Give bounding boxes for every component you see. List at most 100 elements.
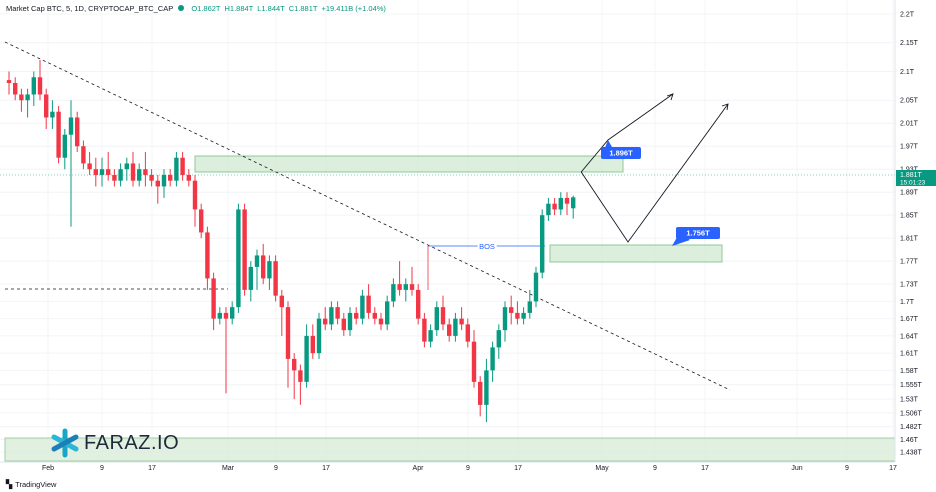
symbol-title[interactable]: Market Cap BTC, 5, 1D, CRYPTOCAP_BTC_CAP xyxy=(6,4,174,13)
watermark-logo: FARAZ.IO xyxy=(50,428,179,458)
candle-body xyxy=(533,272,539,302)
live-dot-icon xyxy=(178,5,185,11)
candle-body xyxy=(478,381,483,405)
candle-body xyxy=(149,174,154,181)
candle-body xyxy=(31,77,36,95)
annotation-labels: 1.896T 1.756T xyxy=(601,140,720,246)
candle-body xyxy=(347,312,353,331)
candle-body xyxy=(409,284,415,290)
bos-label: BOS xyxy=(479,242,495,251)
candlestick-series xyxy=(6,59,576,423)
x-tick-label: Mar xyxy=(222,465,235,472)
y-tick-label: 1.67T xyxy=(900,316,919,323)
x-tick-label: 9 xyxy=(845,465,849,472)
x-tick-label: May xyxy=(595,465,609,472)
x-tick-label: 17 xyxy=(701,465,709,472)
candle-body xyxy=(509,307,514,313)
y-tick-label: 1.53T xyxy=(900,397,919,404)
y-tick-label: 1.58T xyxy=(900,368,919,375)
candle-body xyxy=(143,169,148,175)
x-tick-label: 9 xyxy=(100,465,104,472)
candle-body xyxy=(459,318,464,325)
change-value: +19.411B (+1.04%) xyxy=(321,4,386,13)
candle-body xyxy=(112,174,117,181)
y-tick-label: 1.97T xyxy=(900,144,919,151)
watermark-text: FARAZ.IO xyxy=(84,431,180,454)
candle-body xyxy=(285,307,291,359)
candle-body xyxy=(261,255,266,279)
close-value: C1.881T xyxy=(288,4,318,13)
y-tick-label: 1.46T xyxy=(900,437,919,444)
time-axis[interactable]: Feb 9 17 Mar 9 17 Apr 9 17 May 9 17 Jun 9 17 xyxy=(0,461,897,472)
descending-trendline xyxy=(4,41,731,391)
candle-body xyxy=(155,180,160,187)
candle-body xyxy=(292,358,297,371)
candle-body xyxy=(496,330,501,348)
candle-body xyxy=(37,77,43,95)
y-tick-label: 2.1T xyxy=(900,69,915,76)
candle-body xyxy=(236,209,241,308)
y-tick-label: 1.7T xyxy=(900,299,915,306)
x-tick-label: Feb xyxy=(42,465,54,472)
candle-body xyxy=(6,80,12,83)
supply-demand-zones xyxy=(4,155,896,462)
y-tick-label: 2.2T xyxy=(900,12,915,19)
candle-body xyxy=(403,284,408,290)
candle-body xyxy=(168,174,173,181)
x-tick-label: 9 xyxy=(653,465,657,472)
candle-body xyxy=(471,341,477,382)
open-value: O1.862T xyxy=(191,4,221,13)
candle-body xyxy=(192,180,198,210)
candle-body xyxy=(385,301,390,325)
arrowhead-icon xyxy=(666,93,674,101)
current-price-tag xyxy=(896,170,936,186)
candle-body xyxy=(50,111,55,118)
candle-body xyxy=(230,307,235,319)
candle-body xyxy=(254,255,260,267)
candle-body xyxy=(484,370,489,405)
x-tick-label: 17 xyxy=(514,465,522,472)
candle-body xyxy=(323,318,328,325)
x-tick-label: 17 xyxy=(889,465,897,472)
candle-body xyxy=(267,261,272,279)
candle-body xyxy=(552,203,557,210)
brand-name: TradingView xyxy=(15,480,57,489)
candle-body xyxy=(397,284,402,290)
y-tick-label: 1.506T xyxy=(900,410,923,417)
candle-body xyxy=(434,307,439,331)
candle-body xyxy=(447,324,452,336)
candle-body xyxy=(242,209,247,290)
candle-body xyxy=(422,318,427,342)
candle-body xyxy=(335,307,340,319)
candle-body xyxy=(99,169,105,175)
y-tick-label: 2.05T xyxy=(900,98,919,105)
candle-body xyxy=(87,163,92,170)
candle-body xyxy=(217,312,222,319)
candle-body xyxy=(93,169,98,175)
arrowhead-icon xyxy=(721,103,729,111)
candle-body xyxy=(223,312,229,319)
price-axis[interactable]: 2.2T2.15T2.1T2.05T2.01T1.97T1.93T1.89T1.… xyxy=(894,0,936,462)
footer-brand[interactable]: ▚ TradingView xyxy=(6,480,56,489)
x-tick-label: 17 xyxy=(322,465,330,472)
candle-body xyxy=(341,318,346,331)
resistance-zone xyxy=(194,155,624,173)
candle-body xyxy=(13,82,18,95)
candle-body xyxy=(502,307,508,331)
candle-body xyxy=(56,111,61,158)
candle-body xyxy=(186,174,191,181)
trend-lines: BOS xyxy=(0,41,895,391)
candle-body xyxy=(124,163,129,170)
candle-body xyxy=(199,209,204,233)
candle-body xyxy=(515,312,520,319)
candle-body xyxy=(416,289,421,319)
candle-body xyxy=(118,169,123,181)
low-value: L1.844T xyxy=(257,4,285,13)
candle-body xyxy=(366,295,371,313)
candle-body xyxy=(174,157,179,181)
candle-body xyxy=(161,174,167,187)
candle-body xyxy=(279,295,284,308)
y-tick-label: 1.85T xyxy=(900,213,919,220)
bar-countdown: 15:01:23 xyxy=(900,180,926,187)
